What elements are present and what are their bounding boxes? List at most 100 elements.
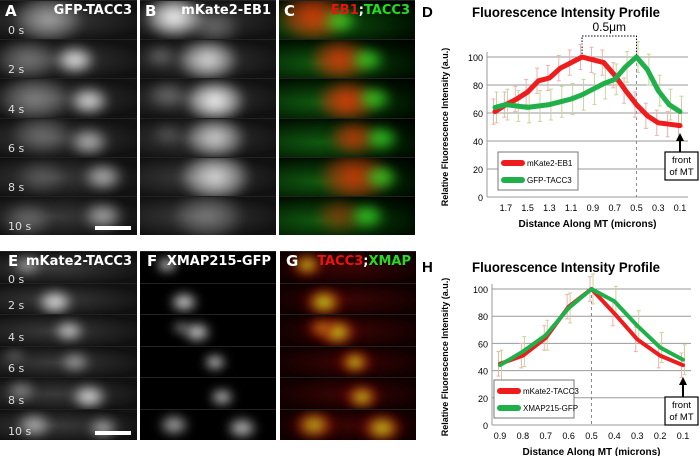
title-sep: ;	[358, 3, 364, 18]
time-frame	[140, 377, 276, 410]
y-axis-label: Relative Fluorescence Intensity (a.u.)	[440, 278, 450, 437]
time-frame	[0, 39, 137, 80]
fluorescent-spot	[1, 347, 27, 365]
panel-title: TACC3;XMAP	[317, 254, 411, 270]
chart-d: D Fluorescence Intensity Profile 0 20 40 60 80…	[422, 4, 699, 230]
series-line-mkate2-eb1	[492, 54, 683, 129]
time-frame	[279, 0, 415, 41]
fluorescent-spot	[169, 292, 198, 313]
time-frame	[0, 314, 137, 347]
panel-letter: E	[8, 252, 19, 270]
time-frame	[0, 0, 137, 41]
x-tick-label: 1.1	[565, 203, 578, 213]
time-frame	[0, 282, 137, 315]
fluorescent-spot	[12, 1, 83, 41]
time-frame	[140, 117, 276, 158]
fluorescent-spot	[159, 414, 189, 436]
x-tick-label: 0.5	[585, 431, 598, 441]
arrow-up-icon	[676, 133, 684, 141]
fluorescent-spot	[203, 354, 226, 370]
time-frame	[140, 39, 276, 80]
fluorescent-spot	[178, 40, 238, 80]
time-frame	[140, 314, 276, 347]
y-tick-label: 60	[473, 109, 483, 119]
fluorescent-spot	[299, 414, 329, 436]
panel-title: mKate2-EB1	[181, 3, 271, 18]
annotation-box	[664, 151, 699, 181]
fluorescent-spot	[5, 380, 36, 402]
panel-title: GFP-TACC3	[53, 3, 132, 18]
time-label: 4 s	[8, 330, 25, 344]
time-frame	[140, 282, 276, 315]
fluorescent-spot	[322, 8, 358, 33]
time-frame	[280, 251, 416, 284]
fluorescent-spot	[171, 321, 190, 334]
fluorescent-spot	[183, 322, 212, 343]
fluorescent-spot	[296, 256, 319, 273]
x-tick-label: 1.5	[521, 203, 534, 213]
x-tick-label: 0.8	[517, 431, 530, 441]
time-label: 8 s	[8, 393, 25, 407]
fluorescent-spot	[227, 417, 257, 439]
distance-bracket	[581, 35, 637, 57]
x-tick-label: 0.7	[539, 431, 552, 441]
fluorescent-spot	[87, 417, 118, 439]
legend-label: XMAP215-GFP	[523, 404, 578, 413]
fluorescent-spot	[16, 159, 67, 195]
panel-letter: B	[145, 2, 157, 20]
chart-title: Fluorescence Intensity Profile	[472, 4, 660, 20]
fluorescent-spot	[53, 320, 84, 342]
time-label: 10 s	[8, 425, 32, 438]
chart-h: H Fluorescence Intensity Profile 0 20 40 60 80…	[422, 259, 699, 456]
panel-letter: C	[284, 2, 296, 20]
y-tick-label: 80	[473, 81, 483, 91]
time-frame	[0, 78, 137, 119]
annotation-text: of MT	[669, 412, 693, 423]
x-tick-label: 0.7	[608, 203, 621, 213]
time-frame	[280, 408, 416, 440]
panel-f: F XMAP215-GFP	[140, 251, 276, 440]
x-axis-label: Distance Along MT (microns)	[523, 447, 661, 456]
fluorescent-spot	[356, 86, 392, 112]
panel-e: E mKate2-TACC3 0 s 2 s 4 s 6 s 8 s 10 s	[0, 251, 137, 440]
y-tick-label: 0	[478, 193, 483, 203]
series-line-gfp-tacc3	[492, 54, 683, 115]
time-frame	[140, 156, 276, 197]
y-tick-label: 80	[478, 312, 488, 322]
fluorescent-spot	[144, 1, 204, 38]
time-frame	[279, 117, 415, 158]
x-tick-label: 0.3	[631, 431, 644, 441]
time-frame	[0, 345, 137, 378]
fluorescent-spot	[60, 351, 91, 373]
fluorescent-spot	[69, 127, 110, 156]
panel-title: mKate2-TACC3	[26, 254, 132, 269]
panel-letter: G	[286, 252, 299, 270]
panel-letter: A	[5, 2, 17, 20]
scale-bar	[95, 226, 131, 230]
x-tick-label: 0.6	[562, 431, 575, 441]
fluorescent-spot	[184, 118, 245, 158]
panel-g: G TACC3;XMAP	[280, 251, 416, 440]
time-frame	[140, 195, 276, 235]
fluorescent-spot	[343, 354, 366, 370]
fluorescent-spot	[0, 79, 70, 119]
time-frame	[0, 377, 137, 410]
fluorescent-spot	[363, 125, 399, 151]
time-frame	[0, 117, 137, 158]
time-frame	[140, 78, 276, 119]
fluorescent-spot	[69, 86, 110, 115]
fluorescent-spot	[16, 413, 52, 438]
fluorescent-spot	[12, 254, 43, 276]
time-label: 2 s	[8, 63, 25, 77]
annotation-text: front	[672, 155, 691, 166]
title-green: TACC3	[363, 3, 410, 18]
time-frame	[140, 0, 276, 41]
x-tick-label: 1.7	[500, 203, 513, 213]
x-tick-label: 0.4	[608, 431, 621, 441]
x-tick-label: 0.3	[652, 203, 665, 213]
y-tick-label: 40	[473, 137, 483, 147]
title-sep: ;	[363, 254, 369, 269]
x-tick-label: 0.5	[630, 203, 643, 213]
fluorescent-spot	[147, 80, 188, 109]
